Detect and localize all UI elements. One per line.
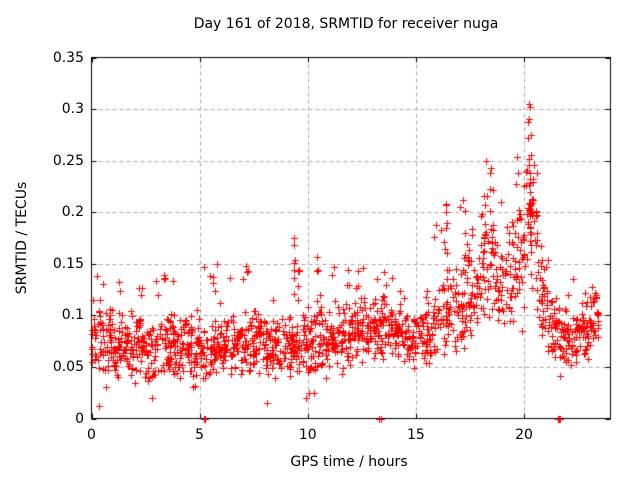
y-tick-label: 0.1 <box>61 307 84 324</box>
x-tick-label: 5 <box>195 427 205 443</box>
x-tick-label: 15 <box>406 427 425 443</box>
x-tick-label: 20 <box>515 427 533 443</box>
x-tick-label: 0 <box>87 427 96 443</box>
y-tick-label: 0.35 <box>52 49 84 66</box>
chart-title: Day 161 of 2018, SRMTID for receiver nug… <box>193 16 499 32</box>
y-tick-label: 0 <box>75 410 84 427</box>
y-tick-label: 0.15 <box>52 255 84 272</box>
y-axis-title: SRMTID / TECUs <box>14 181 30 295</box>
y-tick-label: 0.3 <box>61 101 84 118</box>
y-tick-label: 0.25 <box>52 152 84 169</box>
y-tick-label: 0.2 <box>61 204 84 221</box>
y-tick-label: 0.05 <box>52 358 84 375</box>
x-axis-title: GPS time / hours <box>290 454 408 470</box>
x-tick-label: 10 <box>298 427 317 443</box>
